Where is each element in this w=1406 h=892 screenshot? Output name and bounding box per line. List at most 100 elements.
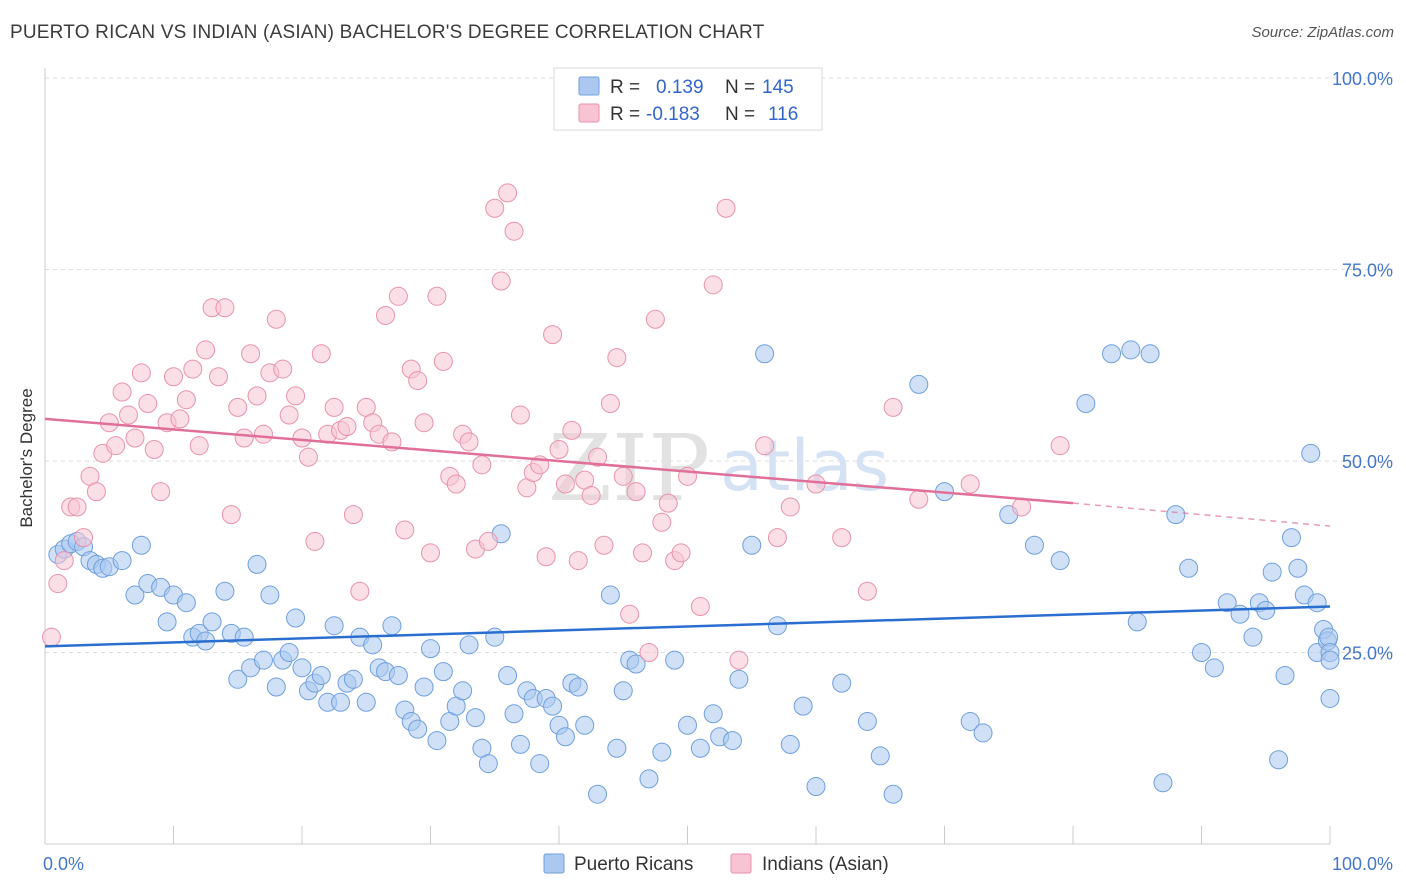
data-point — [767, 528, 787, 548]
data-point — [41, 627, 61, 647]
data-point — [298, 447, 318, 467]
y-axis-label: Bachelor's Degree — [17, 388, 36, 527]
legend-n-label: N = — [725, 104, 755, 125]
data-point — [883, 397, 903, 417]
data-point — [767, 616, 787, 636]
data-point — [1269, 750, 1289, 770]
data-point — [543, 696, 563, 716]
data-point — [504, 221, 524, 241]
data-point — [388, 286, 408, 306]
data-point — [562, 420, 582, 440]
data-point — [446, 474, 466, 494]
data-point — [485, 627, 505, 647]
data-point — [1320, 688, 1340, 708]
data-point — [86, 482, 106, 502]
data-point — [607, 348, 627, 368]
data-point — [414, 677, 434, 697]
data-point — [112, 382, 132, 402]
data-point — [729, 669, 749, 689]
data-point — [1192, 643, 1211, 662]
data-point — [607, 738, 627, 758]
axes — [44, 68, 1331, 845]
legend-r-label: R = — [610, 77, 640, 98]
data-point — [144, 440, 164, 460]
data-point — [465, 708, 485, 728]
data-point — [266, 309, 286, 329]
data-point — [690, 597, 710, 617]
data-point — [555, 474, 575, 494]
x-tick-labels: 0.0% 100.0% — [43, 854, 1393, 874]
data-point — [196, 340, 216, 360]
data-point — [433, 351, 453, 371]
data-point — [1288, 558, 1308, 578]
y-tick-label: 100.0% — [1332, 69, 1393, 89]
data-point — [594, 535, 614, 555]
data-point — [960, 474, 980, 494]
y-tick-labels: 25.0% 50.0% 75.0% 100.0% — [1332, 69, 1393, 664]
data-point — [343, 505, 363, 525]
data-point — [690, 738, 710, 758]
data-point — [292, 658, 312, 678]
data-point — [395, 520, 415, 540]
data-point — [1140, 344, 1160, 364]
data-point — [414, 413, 434, 433]
data-point — [1307, 593, 1327, 613]
data-point — [633, 543, 653, 563]
x-tick-label: 100.0% — [1332, 854, 1393, 874]
data-point — [909, 374, 929, 394]
data-point — [600, 585, 620, 605]
watermark-atlas: atlas — [720, 425, 889, 507]
legend: R = 0.139 N = 145 R = -0.183 N = 116 — [553, 67, 823, 131]
data-point — [1179, 558, 1199, 578]
data-point — [645, 309, 665, 329]
data-point — [125, 585, 145, 605]
y-tick-label: 75.0% — [1342, 261, 1393, 281]
data-point — [536, 547, 556, 567]
data-point — [1050, 436, 1070, 456]
trend-lines — [44, 417, 1331, 648]
data-point — [658, 493, 678, 513]
trend-line-puerto-ricans — [44, 605, 1331, 648]
data-point — [729, 650, 749, 670]
data-point — [324, 616, 344, 636]
data-point — [613, 466, 633, 486]
data-point — [427, 731, 447, 751]
data-point — [543, 325, 563, 345]
data-point — [588, 447, 608, 467]
data-point — [119, 405, 139, 425]
data-point — [1166, 505, 1186, 525]
data-point — [1153, 773, 1173, 793]
data-point — [478, 754, 498, 774]
data-point — [639, 769, 659, 789]
data-point — [755, 344, 775, 364]
data-point — [549, 440, 569, 460]
bottom-legend-swatch-indians-asian — [730, 853, 752, 874]
data-point — [652, 742, 672, 762]
legend-swatch-puerto-ricans — [578, 76, 600, 96]
data-point — [125, 428, 145, 448]
data-point — [626, 482, 646, 502]
data-point — [279, 405, 299, 425]
data-point — [588, 784, 608, 804]
data-point — [626, 654, 646, 674]
data-point — [600, 394, 620, 414]
trend-line-indians-asian — [44, 417, 1074, 505]
data-point — [189, 436, 209, 456]
data-point — [331, 692, 351, 712]
y-tick-label: 25.0% — [1342, 644, 1393, 664]
data-point — [639, 643, 659, 662]
data-point — [106, 436, 126, 456]
data-point — [376, 305, 396, 325]
data-point — [67, 497, 87, 517]
data-point — [343, 669, 363, 689]
data-point — [870, 746, 890, 766]
data-point — [183, 359, 203, 379]
data-point — [215, 581, 235, 601]
data-point — [221, 505, 241, 525]
data-point — [491, 271, 511, 291]
data-point — [581, 485, 601, 505]
data-point — [247, 554, 267, 574]
data-point — [131, 535, 151, 555]
data-point — [671, 543, 691, 563]
data-point — [253, 650, 273, 670]
